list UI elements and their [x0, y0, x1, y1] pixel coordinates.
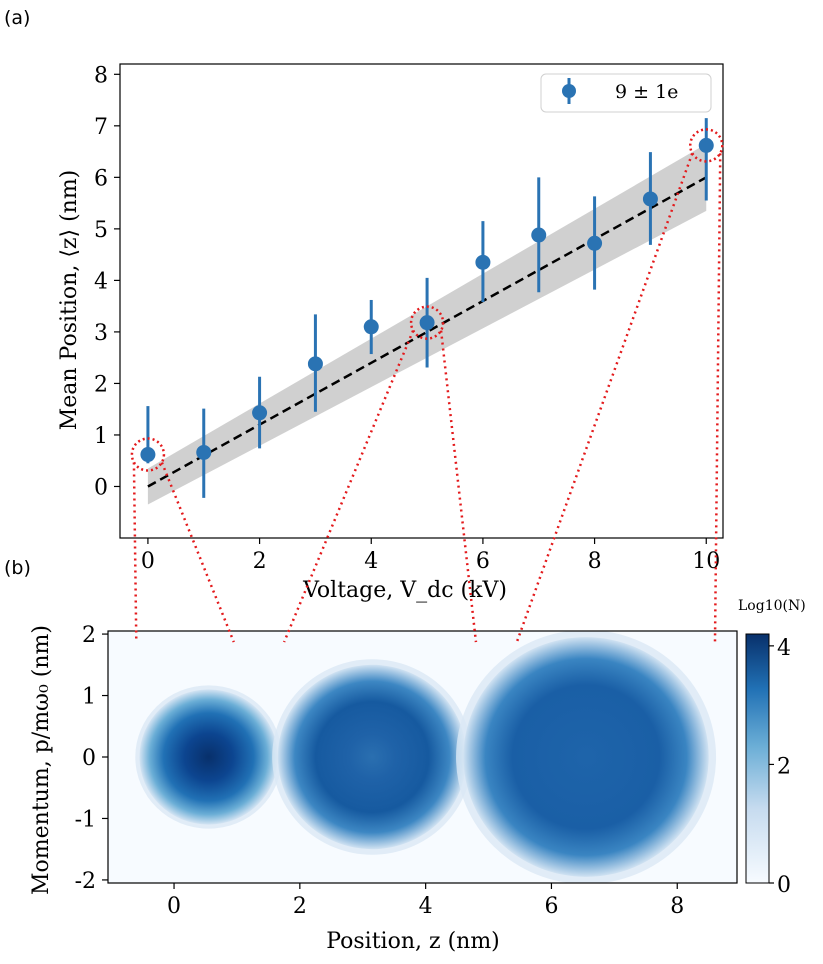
connector-line: [439, 330, 478, 643]
y-tick-label: 2: [82, 623, 96, 648]
zoom-connectors: [132, 152, 722, 643]
x-tick-label: 2: [293, 894, 307, 919]
highlight-circle: [130, 437, 166, 472]
phase-space-distribution: [139, 689, 278, 825]
panel-label-a: (a): [4, 7, 30, 29]
data-point: [307, 356, 323, 372]
y-tick-label: 6: [94, 166, 108, 191]
highlight-circle: [689, 128, 724, 163]
data-point: [587, 235, 603, 251]
chart-b: 0 2 4 6 8 -2 -1 0 1 2 Position, z (nm) Momentum, …: [29, 598, 806, 954]
phase-space-distribution: [463, 637, 709, 877]
x-tick-label: 0: [167, 894, 181, 919]
data-point: [531, 227, 547, 243]
legend-marker-dot: [562, 84, 576, 98]
data-point: [196, 444, 212, 460]
legend-label: 9 ± 1e: [615, 81, 678, 103]
panel-label-b: (b): [4, 557, 31, 579]
chart-b-xlabel: Position, z (nm): [326, 929, 500, 954]
x-tick-label: 6: [476, 549, 490, 574]
chart-a-xlabel: Voltage, V_dc (kV): [302, 578, 507, 603]
colorbar-tick-label: 2: [777, 754, 791, 779]
y-tick-label: 1: [94, 424, 108, 449]
y-tick-label: 2: [94, 372, 108, 397]
y-tick-label: 1: [82, 685, 96, 710]
colorbar-tick-label: 0: [777, 873, 791, 898]
data-point: [642, 191, 658, 207]
x-tick-label: 8: [588, 549, 602, 574]
data-point: [140, 447, 156, 463]
data-point: [698, 137, 714, 153]
y-tick-label: 0: [82, 746, 96, 771]
connector-line: [282, 330, 415, 643]
x-tick-label: 8: [670, 894, 684, 919]
chart-a-ylabel: Mean Position, ⟨z⟩ (nm): [57, 170, 82, 431]
x-tick-label: 0: [141, 549, 155, 574]
x-tick-label: 4: [364, 549, 378, 574]
phase-space-distribution: [277, 664, 467, 850]
y-tick-label: 3: [94, 321, 108, 346]
highlight-circle: [409, 305, 445, 340]
data-point: [363, 319, 379, 335]
x-tick-label: 2: [253, 549, 267, 574]
colorbar-gradient: [745, 633, 770, 884]
fit-line: [147, 176, 707, 488]
chart-a-frame: [119, 63, 724, 539]
connector-line: [515, 152, 694, 643]
colorbar: 0 2 4 Log10(N): [738, 598, 806, 898]
y-tick-label: 7: [94, 115, 108, 140]
x-tick-label: 6: [544, 894, 558, 919]
data-point: [252, 405, 268, 421]
y-tick-label: 8: [94, 63, 108, 88]
data-point: [475, 254, 491, 270]
y-tick-label: 0: [94, 475, 108, 500]
y-tick-label: -2: [75, 869, 96, 894]
data-point: [419, 315, 435, 331]
colorbar-label: Log10(N): [738, 598, 806, 614]
colorbar-tick-label: 4: [777, 636, 791, 661]
chart-a-legend: 9 ± 1e: [540, 73, 712, 113]
connector-line: [160, 462, 235, 643]
y-tick-label: 4: [94, 269, 108, 294]
y-tick-label: 5: [94, 218, 108, 243]
y-tick-label: -1: [75, 807, 96, 832]
x-tick-label: 4: [419, 894, 433, 919]
chart-b-ylabel: Momentum, p/mω₀ (nm): [29, 625, 54, 895]
